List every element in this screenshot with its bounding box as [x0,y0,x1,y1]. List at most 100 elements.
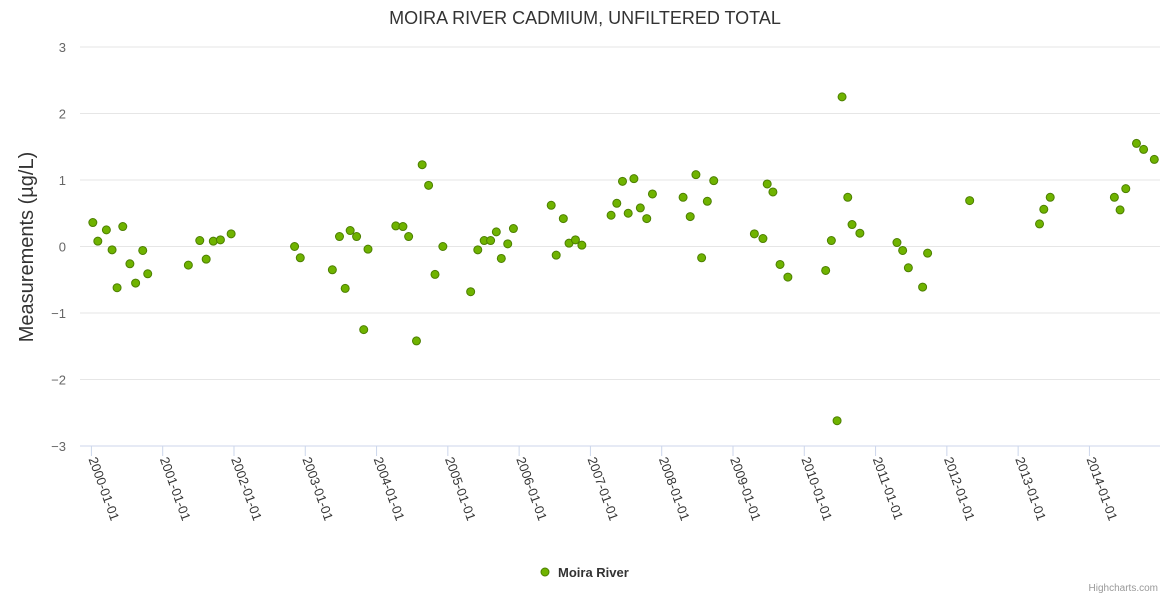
y-tick-label: 2 [59,107,66,122]
data-point[interactable] [635,203,645,213]
credits-link[interactable]: Highcharts.com [1088,583,1158,594]
data-point[interactable] [473,245,483,255]
data-point[interactable] [195,236,205,246]
data-point[interactable] [847,220,857,230]
data-point[interactable] [1035,219,1045,229]
data-point[interactable] [843,192,853,202]
data-point[interactable] [201,254,211,264]
data-point[interactable] [855,228,865,238]
data-point[interactable] [749,229,759,239]
data-point[interactable] [417,160,427,170]
data-point[interactable] [411,336,421,346]
x-tick-label: 2007-01-01 [585,455,622,523]
data-point[interactable] [138,245,148,255]
x-tick-label: 2002-01-01 [228,455,265,523]
data-point[interactable] [88,218,98,228]
data-point[interactable] [606,210,616,220]
data-point[interactable] [918,282,928,292]
data-point[interactable] [892,238,902,248]
x-tick-label: 2009-01-01 [727,455,764,523]
legend[interactable]: Moira River [540,565,629,580]
data-point[interactable] [352,232,362,242]
data-point[interactable] [503,239,513,249]
data-point[interactable] [466,287,476,297]
data-point[interactable] [783,272,793,282]
data-point[interactable] [612,198,622,208]
data-point[interactable] [491,227,501,237]
data-point[interactable] [430,269,440,279]
legend-item-moira-river[interactable]: Moira River [558,565,629,580]
data-point[interactable] [678,192,688,202]
data-point[interactable] [1121,184,1131,194]
data-point[interactable] [112,283,122,293]
data-point[interactable] [1045,192,1055,202]
data-point[interactable] [629,174,639,184]
data-point[interactable] [398,222,408,232]
data-point[interactable] [551,250,561,260]
chart-title: MOIRA RIVER CADMIUM, UNFILTERED TOTAL [389,8,781,28]
data-point[interactable] [775,259,785,269]
data-point[interactable] [143,269,153,279]
data-point[interactable] [486,236,496,246]
data-point[interactable] [404,232,414,242]
data-point[interactable] [762,179,772,189]
data-point[interactable] [215,235,225,245]
data-point[interactable] [508,224,518,234]
data-point[interactable] [898,245,908,255]
data-point[interactable] [647,189,657,199]
data-point[interactable] [340,283,350,293]
data-point[interactable] [438,242,448,251]
data-point[interactable] [1149,154,1159,164]
data-point[interactable] [570,235,580,245]
data-point[interactable] [691,170,701,180]
legend-marker[interactable] [540,567,550,577]
data-point[interactable] [923,248,933,258]
data-point[interactable] [345,226,355,236]
data-point[interactable] [125,259,135,269]
data-point[interactable] [496,253,506,263]
data-point[interactable] [101,225,111,235]
y-tick-label: 1 [59,173,66,188]
data-point[interactable] [118,222,128,232]
data-point[interactable] [758,234,768,244]
y-axis: 3 2 1 0 −1 −2 −3 [51,40,66,454]
data-point[interactable] [697,253,707,263]
data-point[interactable] [359,325,369,335]
data-point[interactable] [768,187,778,197]
data-point[interactable] [546,200,556,210]
data-point[interactable] [334,232,344,242]
data-point[interactable] [295,253,305,263]
data-point[interactable] [1039,204,1049,214]
data-point[interactable] [837,92,847,102]
data-point[interactable] [965,196,975,206]
data-point[interactable] [208,236,218,246]
data-point[interactable] [226,229,236,239]
y-tick-label: −3 [51,439,66,454]
data-point[interactable] [363,244,373,254]
data-point[interactable] [709,176,719,186]
data-point[interactable] [424,180,434,190]
data-point[interactable] [1131,138,1141,148]
data-point[interactable] [577,240,587,250]
data-point[interactable] [558,214,568,224]
data-point[interactable] [702,196,712,206]
data-point[interactable] [642,214,652,224]
data-point[interactable] [685,212,695,222]
data-point[interactable] [1115,205,1125,215]
data-point[interactable] [107,245,117,255]
data-point[interactable] [826,236,836,246]
data-point[interactable] [93,236,103,246]
data-point[interactable] [327,265,337,275]
series-moira-river [88,92,1159,426]
data-point[interactable] [623,208,633,218]
data-point[interactable] [183,260,193,270]
data-point[interactable] [1139,144,1149,154]
data-point[interactable] [290,242,300,251]
y-tick-label: 3 [59,40,66,55]
data-point[interactable] [903,263,913,273]
data-point[interactable] [832,416,842,426]
data-point[interactable] [617,176,627,186]
data-point[interactable] [131,278,141,288]
data-point[interactable] [821,265,831,275]
data-point[interactable] [1109,192,1119,202]
